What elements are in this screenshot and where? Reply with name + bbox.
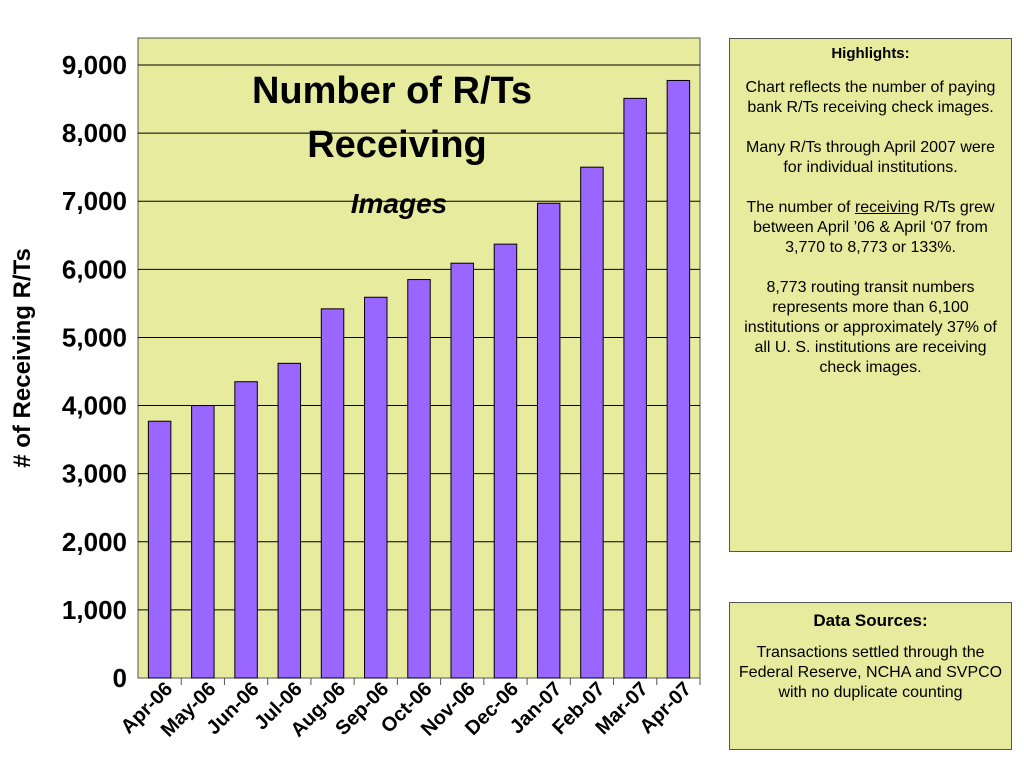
bar-may-06 <box>191 405 215 679</box>
data-sources-panel: Data Sources: Transactions settled throu… <box>729 602 1012 750</box>
highlights-title: Highlights: <box>831 45 910 62</box>
chart-subtitle: Images <box>351 188 448 219</box>
bar-dec-06 <box>493 243 518 679</box>
bar-mar-07 <box>623 97 647 679</box>
y-tick-label: 6,000 <box>62 254 127 284</box>
highlights-panel: Highlights: Chart reflects the number of… <box>729 38 1012 552</box>
y-tick-label: 1,000 <box>62 595 127 625</box>
y-axis-label: # of Receiving R/Ts <box>9 248 36 468</box>
data-sources-text: Transactions settled through the Federal… <box>738 644 1003 701</box>
bar-apr-07 <box>666 79 691 679</box>
bar-feb-07 <box>580 166 604 679</box>
bar-jul-06 <box>277 362 302 679</box>
y-tick-label: 5,000 <box>62 322 127 352</box>
highlights-p3-underlined: receiving <box>854 199 919 216</box>
y-tick-label: 0 <box>113 663 127 693</box>
bar-jun-06 <box>234 381 258 679</box>
bar-oct-06 <box>407 279 431 679</box>
chart-title-line1: Number of R/Ts <box>252 70 532 112</box>
bar-nov-06 <box>450 262 474 679</box>
highlights-paragraph-4: 8,773 routing transit numbers represents… <box>744 279 997 376</box>
highlights-paragraph-2: Many R/Ts through April 2007 were for in… <box>745 139 995 176</box>
highlights-p3-after: R/Ts grew between April ’06 & April ‘07 … <box>753 199 995 256</box>
data-sources-title: Data Sources: <box>813 611 928 630</box>
chart-title-line2: Receiving <box>307 124 487 166</box>
y-tick-label: 8,000 <box>62 118 127 148</box>
y-tick-label: 9,000 <box>62 50 127 80</box>
bar-aug-06 <box>320 308 345 679</box>
y-tick-label: 4,000 <box>62 391 127 421</box>
highlights-p3-before: The number of <box>746 199 855 216</box>
highlights-paragraph-1: Chart reflects the number of paying bank… <box>745 79 996 116</box>
highlights-paragraph-3: The number of receiving R/Ts grew betwee… <box>738 198 1003 258</box>
bar-sep-06 <box>364 296 388 679</box>
y-tick-label: 3,000 <box>62 459 127 489</box>
y-tick-label: 2,000 <box>62 527 127 557</box>
bar-apr-06 <box>147 420 172 679</box>
y-tick-label: 7,000 <box>62 186 127 216</box>
bar-jan-07 <box>536 202 561 679</box>
bar-chart: 0 1,000 2,000 3,000 4,000 5,000 6,000 7,000 8,00… <box>9 37 701 741</box>
